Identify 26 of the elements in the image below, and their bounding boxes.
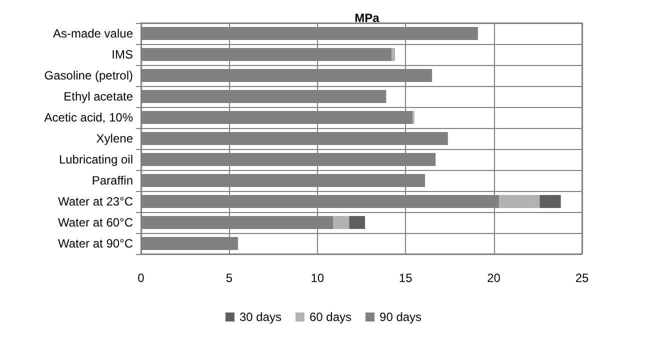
y-tick-label: As-made value [52,26,134,40]
y-tick-label: Water at 60°C [58,216,134,230]
legend-label: 60 days [309,310,352,324]
bar [349,216,366,230]
y-tick-label: Lubricating oil [58,152,133,166]
x-tick-label: 15 [398,271,413,285]
y-tick-label: Water at 90°C [58,236,134,250]
y-tick-label: Ethyl acetate [64,90,134,104]
chart-title: MPa [354,11,380,25]
y-tick-label: Acetic acid, 10% [44,110,134,124]
y-tick-label: Paraffin [92,174,133,188]
x-tick-label: 10 [310,271,324,285]
bar [391,48,396,62]
x-tick-label: 0 [138,271,145,285]
y-tick-label: Water at 23°C [58,194,134,208]
bar [333,216,350,230]
x-tick-label: 25 [575,271,589,285]
y-tick-label: Xylene [96,132,134,146]
legend-label: 90 days [380,310,422,324]
y-tick-label: IMS [112,48,133,62]
bar [540,194,561,208]
y-tick-label: Gasoline (petrol) [44,68,133,82]
legend-label: 30 days [239,310,282,324]
x-tick-label: 5 [226,271,233,285]
x-tick-label: 20 [487,271,501,285]
bar [499,194,540,208]
